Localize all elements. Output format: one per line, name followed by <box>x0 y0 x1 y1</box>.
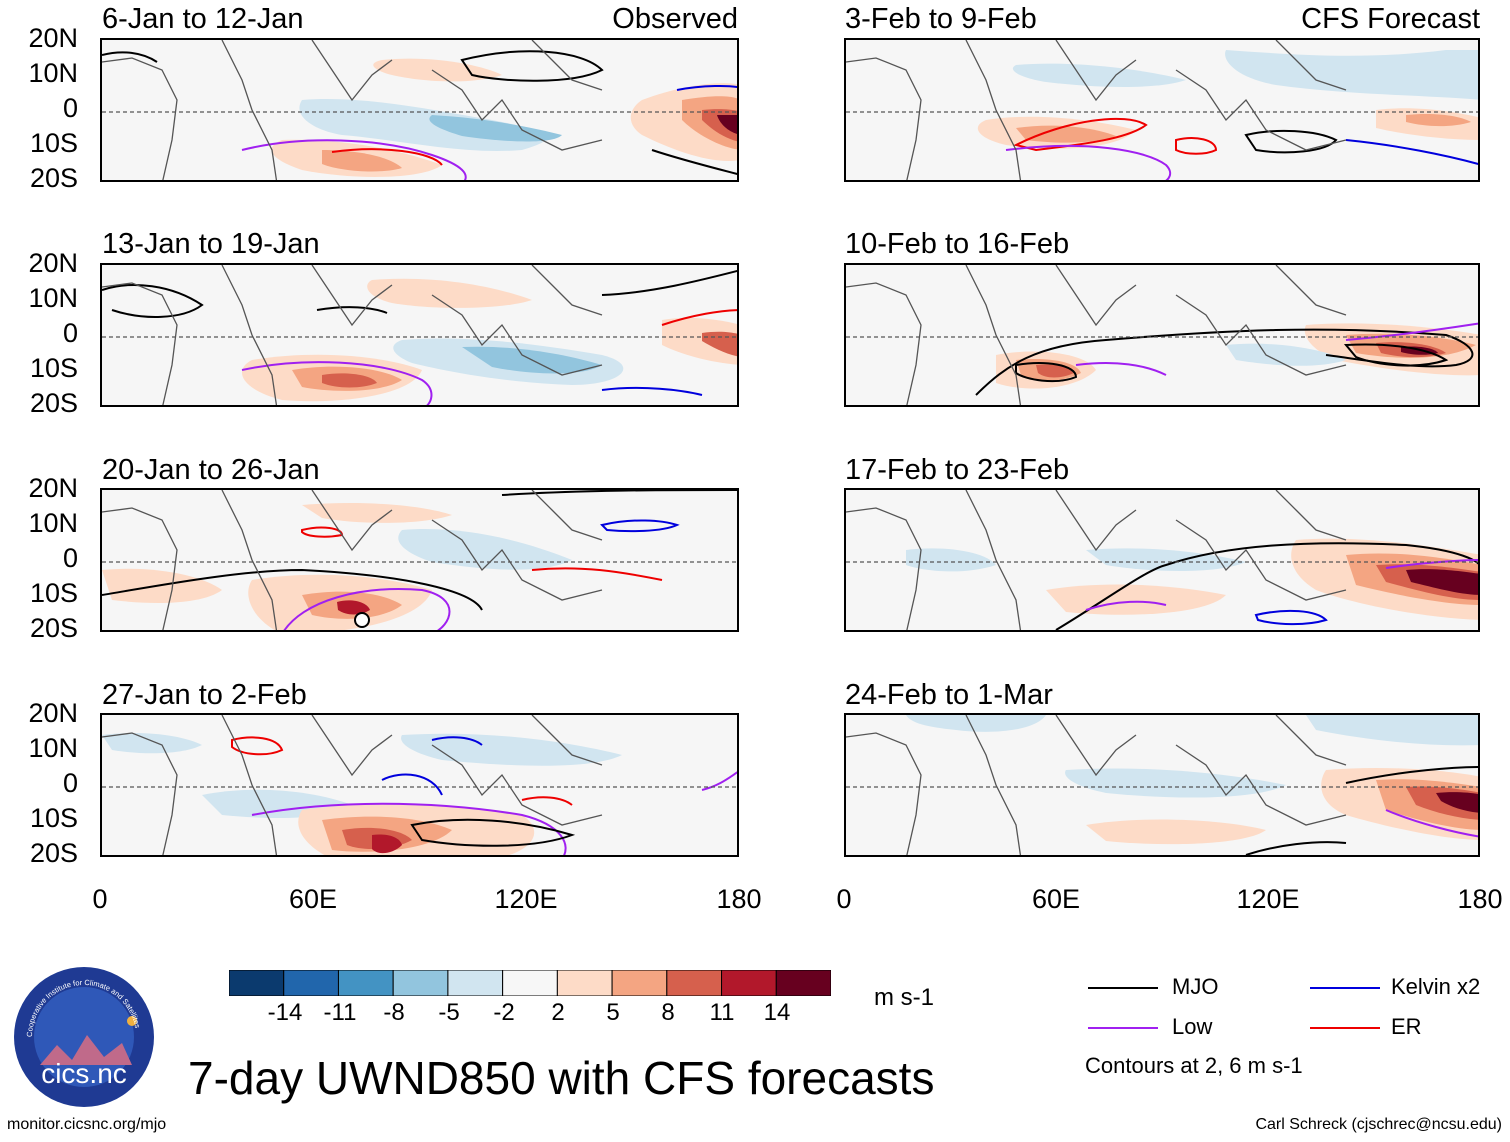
website-link[interactable]: monitor.cicsnc.org/mjo <box>7 1116 167 1133</box>
panel-label-2: 13-Jan to 19-Jan <box>102 228 320 260</box>
lat-label: 0 <box>62 543 78 573</box>
colorbar-swatch <box>228 969 285 997</box>
lat-label: 20N <box>28 23 78 53</box>
legend-label-low: Low <box>1172 1014 1213 1039</box>
legend-line-kelvin <box>1310 987 1380 989</box>
lat-label: 20N <box>28 248 78 278</box>
colorbar-tick: -5 <box>438 999 460 1026</box>
lat-label: 10N <box>28 508 78 538</box>
lat-label: 10S <box>29 128 78 158</box>
legend-line-mjo <box>1088 987 1158 989</box>
panel-label-8: 24-Feb to 1-Mar <box>845 679 1053 711</box>
map-panel-obs-2 <box>100 263 739 407</box>
legend-label-mjo: MJO <box>1172 974 1219 999</box>
lat-label: 20S <box>29 388 78 418</box>
lon-label: 180 <box>716 884 762 914</box>
lat-label: 20N <box>28 473 78 503</box>
legend-line-er <box>1310 1027 1380 1029</box>
lat-label: 10N <box>28 283 78 313</box>
panel-label-7: 17-Feb to 23-Feb <box>845 454 1070 486</box>
colorbar-swatch <box>775 969 832 997</box>
legend-label-er: ER <box>1391 1014 1422 1039</box>
legend-line-low <box>1088 1027 1158 1029</box>
lon-label: 120E <box>494 884 558 914</box>
map-panel-fcst-3 <box>844 488 1480 632</box>
lon-label: 120E <box>1236 884 1300 914</box>
colorbar-tick: -8 <box>383 999 405 1026</box>
legend-label-kelvin: Kelvin x2 <box>1391 974 1481 999</box>
lon-label: 180 <box>1457 884 1503 914</box>
lat-label: 10N <box>28 733 78 763</box>
figure-title: 7-day UWND850 with CFS forecasts <box>188 1052 935 1104</box>
credit-text: Carl Schreck (cjschrec@ncsu.edu) <box>1255 1116 1502 1133</box>
colorbar-tick: -11 <box>323 999 357 1026</box>
colorbar-tick: 2 <box>551 999 565 1026</box>
colorbar-swatch <box>447 969 504 997</box>
lat-label: 20S <box>29 163 78 193</box>
map-panel-obs-4 <box>100 713 739 857</box>
lat-label: 20N <box>28 698 78 728</box>
lat-label: 0 <box>62 318 78 348</box>
colorbar <box>228 969 832 997</box>
colorbar-swatch <box>502 969 558 997</box>
map-panel-obs-1 <box>100 38 739 182</box>
lon-label: 0 <box>92 884 108 914</box>
lat-label: 10N <box>28 58 78 88</box>
colorbar-swatch <box>721 969 777 997</box>
forecast-label: CFS Forecast <box>1301 3 1480 35</box>
colorbar-tick: 8 <box>661 999 675 1026</box>
colorbar-swatch <box>392 969 449 997</box>
panel-label-4: 27-Jan to 2-Feb <box>102 679 307 711</box>
lat-label: 10S <box>29 353 78 383</box>
lat-label: 20S <box>29 838 78 868</box>
lat-label: 10S <box>29 803 78 833</box>
colorbar-tick: -2 <box>493 999 515 1026</box>
lon-label: 60E <box>288 884 338 914</box>
colorbar-swatch <box>337 969 394 997</box>
cics-logo: Cooperative Institute for Climate and Sa… <box>12 965 157 1110</box>
colorbar-swatch <box>666 969 723 997</box>
panel-label-5: 3-Feb to 9-Feb <box>845 3 1037 35</box>
panel-label-1: 6-Jan to 12-Jan <box>102 3 304 35</box>
colorbar-swatch <box>283 969 339 997</box>
lon-label: 60E <box>1031 884 1081 914</box>
colorbar-tick: 5 <box>606 999 620 1026</box>
map-panel-fcst-2 <box>844 263 1480 407</box>
lat-label: 0 <box>62 768 78 798</box>
colorbar-swatch <box>611 969 668 997</box>
panel-label-6: 10-Feb to 16-Feb <box>845 228 1070 260</box>
colorbar-tick: -14 <box>267 999 303 1026</box>
map-panel-fcst-4 <box>844 713 1480 857</box>
panel-label-3: 20-Jan to 26-Jan <box>102 454 320 486</box>
observed-label: Observed <box>612 3 738 35</box>
legend-note: Contours at 2, 6 m s-1 <box>1085 1053 1303 1078</box>
map-panel-fcst-1 <box>844 38 1480 182</box>
colorbar-tick: 14 <box>763 999 791 1026</box>
map-panel-obs-3 <box>100 488 739 632</box>
lat-label: 10S <box>29 578 78 608</box>
colorbar-tick: 11 <box>709 999 735 1026</box>
lat-label: 0 <box>62 93 78 123</box>
lat-label: 20S <box>29 613 78 643</box>
logo-text: cics.nc <box>41 1058 127 1089</box>
colorbar-unit: m s-1 <box>874 984 934 1011</box>
lon-label: 0 <box>836 884 852 914</box>
colorbar-swatch <box>556 969 613 997</box>
